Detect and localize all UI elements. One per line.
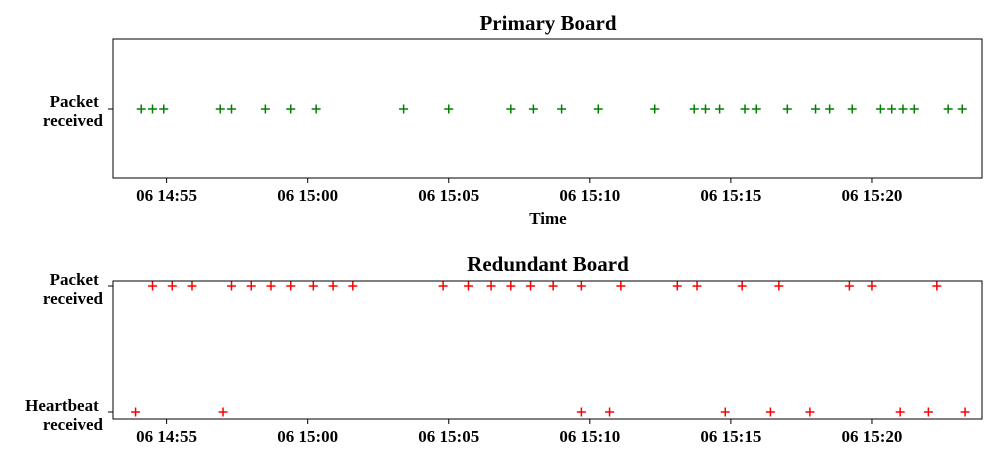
redundant-data-point [348,281,358,291]
redundant-data-point [167,281,177,291]
redundant-x-tick-label: 06 15:10 [559,427,620,446]
primary-board-panel: Primary Board Packet received 06 14:55 06… [43,11,983,228]
redundant-data-point [246,281,256,291]
redundant-data-point [737,281,747,291]
redundant-data-point [765,407,775,417]
primary-data-point [286,104,296,114]
redundant-data-point [960,407,970,417]
primary-packet-points [136,104,967,114]
primary-x-axis-label: Time [529,209,567,228]
primary-data-point [957,104,967,114]
primary-data-point [650,104,660,114]
redundant-x-tick-label: 06 15:00 [277,427,338,446]
redundant-board-title: Redundant Board [467,252,629,276]
redundant-data-point [616,281,626,291]
primary-data-point [399,104,409,114]
redundant-data-point [486,281,496,291]
primary-x-tick-label: 06 15:00 [277,186,338,205]
primary-data-point [227,104,236,114]
redundant-board-plot-area [112,280,983,420]
redundant-data-point [720,407,730,417]
redundant-data-point [131,407,141,417]
primary-data-point [136,104,146,114]
primary-data-point [311,104,321,114]
redundant-data-point [438,281,448,291]
redundant-x-tick-label: 06 15:20 [842,427,903,446]
redundant-data-point [692,281,702,291]
redundant-data-point [148,281,157,291]
redundant-x-tick-label: 06 15:05 [418,427,479,446]
redundant-data-point [605,407,615,417]
primary-data-point [740,104,750,114]
redundant-data-point [187,281,197,291]
primary-data-point [898,104,908,114]
primary-data-point [689,104,699,114]
primary-data-point [715,104,725,114]
redundant-data-point [844,281,854,291]
primary-data-point [887,104,897,114]
primary-data-point [909,104,919,114]
primary-data-point [825,104,835,114]
primary-y-label-packet-received: Packet received [43,92,104,130]
redundant-data-point [895,407,905,417]
redundant-x-tick-label: 06 14:55 [136,427,197,446]
primary-data-point [593,104,603,114]
redundant-data-point [932,281,942,291]
redundant-x-tick-label: 06 15:15 [700,427,761,446]
primary-data-point [557,104,567,114]
redundant-data-point [328,281,338,291]
redundant-points [131,281,970,417]
redundant-y-label-packet-received: Packet received [43,270,104,308]
redundant-data-point [576,407,586,417]
primary-x-axis-ticks: 06 14:55 06 15:00 06 15:05 06 15:10 06 15:15… [136,178,902,205]
primary-data-point [875,104,885,114]
primary-data-point [847,104,857,114]
redundant-data-point [576,281,586,291]
redundant-board-panel: Redundant Board Packet received Heartbea… [25,252,983,446]
primary-x-tick-label: 06 14:55 [136,186,197,205]
redundant-data-point [308,281,318,291]
redundant-data-point [867,281,877,291]
primary-x-tick-label: 06 15:20 [842,186,903,205]
primary-data-point [260,104,270,114]
primary-data-point [751,104,761,114]
primary-board-title: Primary Board [479,11,616,35]
redundant-data-point [672,281,682,291]
redundant-data-point [506,281,516,291]
redundant-data-point [805,407,815,417]
redundant-data-point [923,407,933,417]
primary-data-point [528,104,538,114]
primary-data-point [811,104,821,114]
redundant-y-label-heartbeat-received: Heartbeat received [25,396,103,434]
redundant-data-point [218,407,228,417]
primary-x-tick-label: 06 15:10 [559,186,620,205]
primary-data-point [148,104,157,114]
primary-data-point [506,104,516,114]
redundant-data-point [227,281,236,291]
redundant-data-point [464,281,473,291]
primary-data-point [782,104,792,114]
redundant-x-axis-ticks: 06 14:55 06 15:00 06 15:05 06 15:10 06 15:15… [136,419,902,446]
redundant-data-point [548,281,558,291]
primary-data-point [215,104,225,114]
redundant-data-point [774,281,784,291]
primary-data-point [701,104,710,114]
primary-data-point [159,104,169,114]
redundant-data-point [286,281,296,291]
primary-x-tick-label: 06 15:15 [700,186,761,205]
primary-data-point [943,104,953,114]
redundant-data-point [266,281,276,291]
redundant-data-point [526,281,536,291]
primary-data-point [444,104,454,114]
primary-x-tick-label: 06 15:05 [418,186,479,205]
